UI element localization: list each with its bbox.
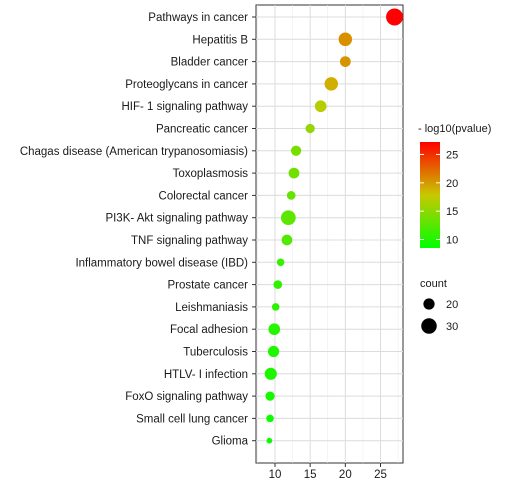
size-legend-circle — [423, 298, 435, 310]
data-point — [324, 77, 338, 91]
x-axis-ticks: 10 15 20 25 — [269, 463, 387, 479]
category-label: Bladder cancer — [171, 57, 249, 69]
data-point — [268, 323, 281, 336]
size-legend-circle — [421, 318, 437, 334]
data-point — [290, 145, 302, 156]
x-tick-label: 15 — [304, 469, 317, 479]
size-legend-label: 30 — [446, 321, 458, 333]
category-label: Pathways in cancer — [148, 12, 248, 24]
data-point — [267, 345, 280, 358]
category-label: Tuberculosis — [183, 347, 248, 359]
category-label: Focal adhesion — [170, 324, 248, 336]
color-legend-tick-label: 10 — [446, 234, 458, 246]
category-label: Glioma — [212, 436, 249, 448]
x-tick-label: 20 — [339, 469, 352, 479]
category-label: Colorectal cancer — [159, 190, 249, 202]
category-label: Proteoglycans in cancer — [125, 79, 248, 91]
category-label: Leishmaniasis — [175, 302, 248, 314]
size-legend-title: count — [420, 278, 447, 290]
category-labels: Pathways in cancer Hepatitis B Bladder can… — [20, 12, 256, 448]
category-label: FoxO signaling pathway — [125, 391, 248, 403]
data-point — [314, 100, 327, 113]
category-label: Pancreatic cancer — [156, 124, 248, 136]
data-point — [305, 123, 315, 134]
category-label: Chagas disease (American trypanosomiasis… — [20, 146, 248, 158]
data-point — [264, 367, 277, 380]
color-legend-tick-label: 20 — [446, 178, 458, 190]
size-legend-label: 20 — [446, 299, 458, 311]
category-label: HIF- 1 signaling pathway — [121, 101, 248, 113]
data-point — [280, 210, 296, 226]
category-label: Toxoplasmosis — [173, 168, 249, 180]
data-point — [266, 437, 273, 444]
color-legend-ticks: 10 15 20 25 — [420, 149, 458, 246]
data-point — [386, 8, 404, 26]
data-point — [339, 56, 351, 67]
data-points — [264, 8, 404, 444]
color-legend-tick-label: 15 — [446, 206, 458, 218]
data-point — [281, 234, 293, 246]
x-tick-label: 25 — [374, 469, 387, 479]
color-legend-tick-label: 25 — [446, 149, 458, 161]
x-tick-label: 10 — [269, 469, 282, 479]
data-point — [288, 167, 300, 179]
data-point — [276, 258, 285, 267]
category-label: PI3K- Akt signaling pathway — [105, 213, 248, 225]
category-label: TNF signaling pathway — [131, 235, 248, 247]
category-label: Inflammatory bowel disease (IBD) — [75, 257, 248, 269]
color-legend-bar — [420, 142, 440, 248]
data-point — [271, 303, 280, 311]
category-label: Prostate cancer — [167, 280, 248, 292]
data-point — [338, 32, 353, 47]
data-point — [266, 414, 274, 423]
data-point — [286, 191, 296, 200]
color-legend-title: - log10(pvalue) — [418, 123, 491, 135]
data-point — [273, 280, 283, 289]
data-point — [265, 391, 275, 401]
category-label: HTLV- I infection — [164, 369, 248, 381]
category-label: Hepatitis B — [192, 34, 248, 46]
color-legend: - log10(pvalue) 10 15 20 25 — [418, 123, 491, 248]
category-label: Small cell lung cancer — [136, 413, 248, 425]
